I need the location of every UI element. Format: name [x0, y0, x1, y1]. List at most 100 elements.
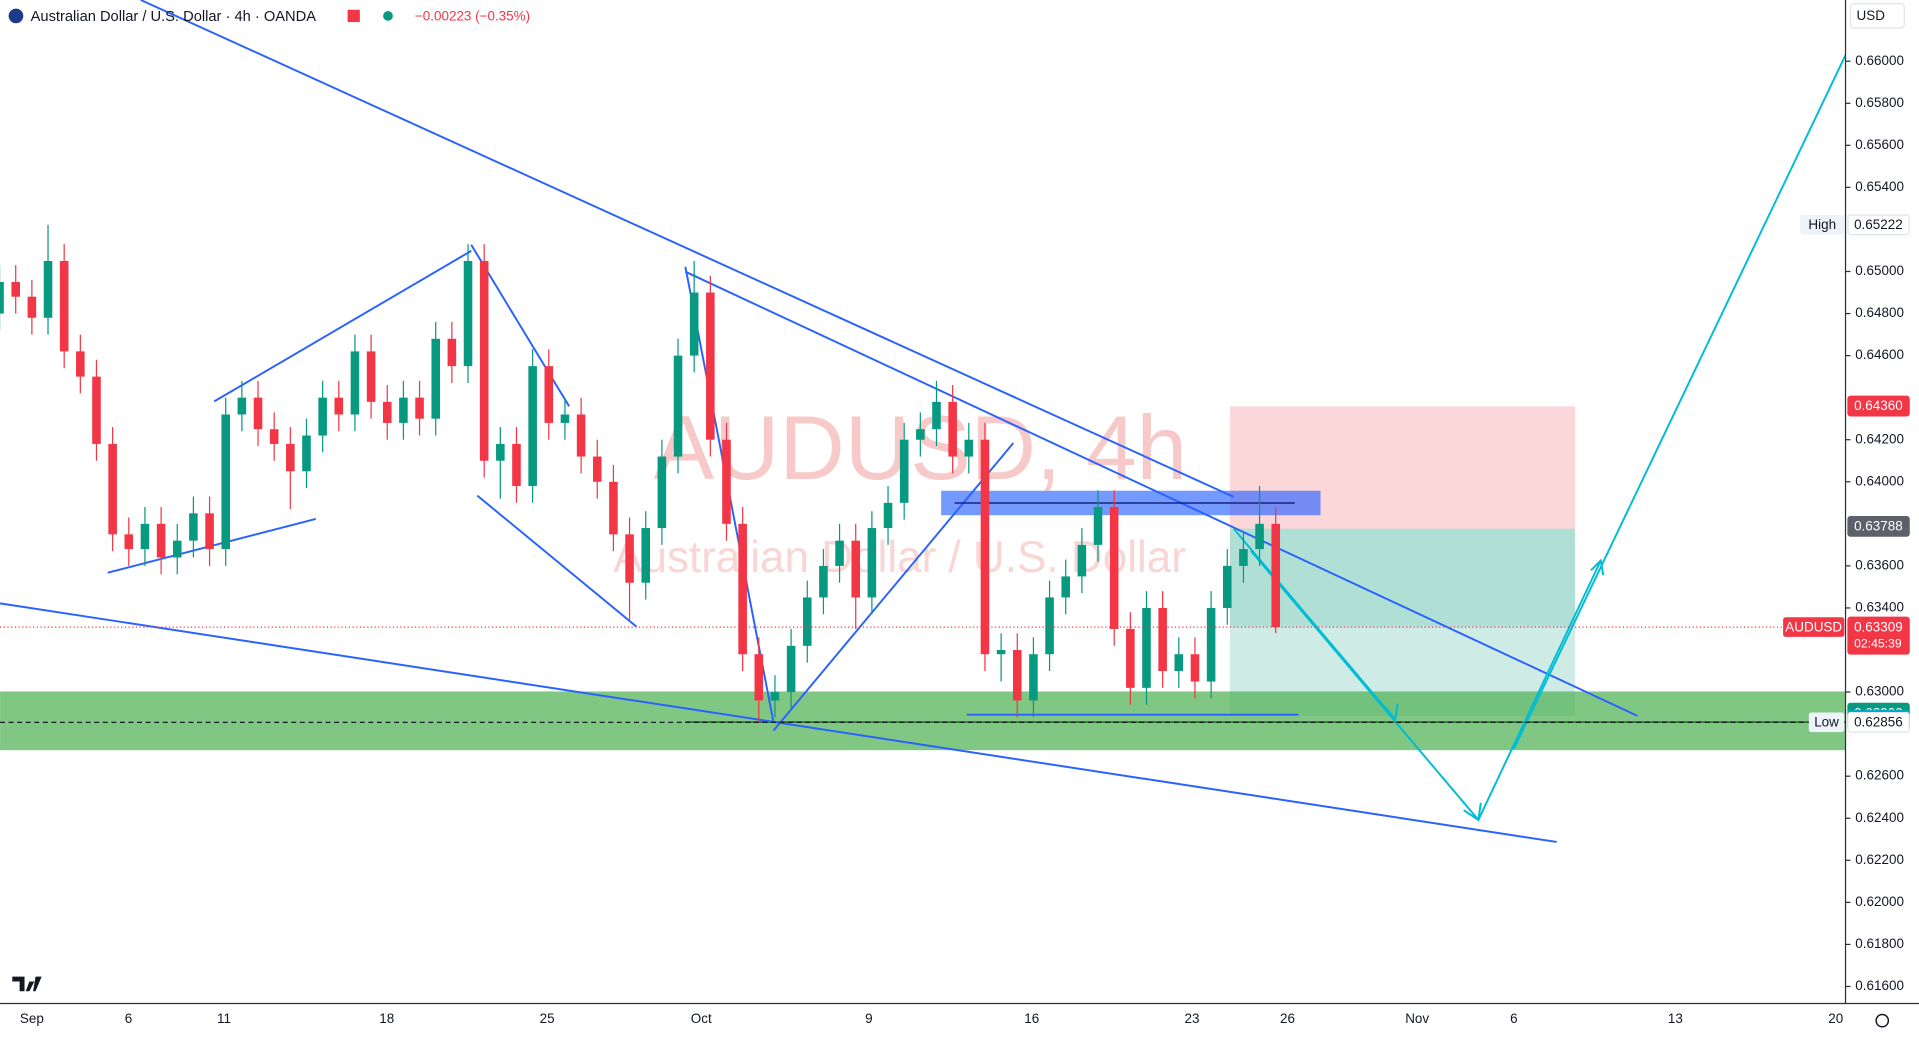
- x-tick-label: 16: [1024, 1011, 1039, 1026]
- candle-body: [851, 540, 861, 598]
- price-tag: [1783, 617, 1845, 637]
- candle-body: [1206, 607, 1216, 682]
- candle-body: [609, 481, 618, 535]
- candle-body: [706, 292, 715, 440]
- candle-body: [156, 523, 166, 558]
- candle-body: [1174, 654, 1184, 672]
- candle-body: [1061, 576, 1071, 598]
- price-badge-label: 0.62856: [1854, 715, 1903, 730]
- price-badge-label: 0.63788: [1854, 519, 1903, 534]
- candle-body: [689, 292, 699, 356]
- candle-body: [560, 414, 570, 423]
- candle-body: [883, 502, 893, 529]
- y-tick-label: 0.64200: [1855, 431, 1904, 446]
- candle-body: [1222, 565, 1232, 608]
- settings-button[interactable]: [1875, 1013, 1890, 1028]
- arrow-head: [1463, 802, 1482, 822]
- x-tick-label: 20: [1828, 1011, 1843, 1026]
- target-zone: [1229, 528, 1576, 716]
- candle-body: [59, 260, 69, 352]
- y-tick-label: 0.64800: [1855, 305, 1904, 320]
- y-tick-label: 0.64600: [1855, 347, 1904, 362]
- price-badge: [1847, 515, 1910, 537]
- price-badge: [1847, 616, 1910, 655]
- time-axis-labels: Sep 6 11 18 25 Oct 9 16 23 26 Nov 6 13 20: [20, 1011, 1843, 1026]
- candle-body: [1271, 523, 1281, 628]
- trend-line: [213, 250, 472, 403]
- x-tick-label: 18: [379, 1011, 394, 1026]
- candle-body: [835, 540, 844, 566]
- price-tag: [1808, 712, 1845, 733]
- candle-body: [1093, 507, 1103, 545]
- currency-button[interactable]: [1849, 3, 1905, 29]
- y-tick-label: 0.62400: [1855, 810, 1904, 825]
- candle-body: [625, 534, 634, 583]
- candle-body: [0, 282, 4, 314]
- candle-body: [916, 429, 925, 440]
- y-tick-label: 0.66000: [1855, 53, 1904, 68]
- x-tick-label: Oct: [691, 1011, 712, 1026]
- candle-body: [350, 351, 360, 415]
- y-tick-label: 0.63400: [1855, 600, 1904, 615]
- countdown: 02:45:39: [1854, 636, 1902, 650]
- candle-body: [980, 439, 990, 655]
- candle-body: [1142, 607, 1151, 688]
- candle-body: [76, 351, 85, 377]
- candle-body: [269, 429, 279, 444]
- candle-body: [479, 260, 489, 461]
- price-tag-label: AUDUSD: [1785, 619, 1842, 634]
- y-tick-label: 0.65000: [1855, 263, 1904, 278]
- candle-body: [205, 513, 214, 550]
- y-tick-label: 0.61800: [1855, 936, 1904, 951]
- candle-body: [899, 439, 909, 503]
- candle-body: [1109, 507, 1119, 629]
- price-badge: [1847, 214, 1910, 236]
- candle-body: [415, 397, 424, 419]
- candle-body: [496, 443, 505, 461]
- candle-body: [576, 414, 586, 457]
- price-tag: [1800, 215, 1845, 235]
- candle-body: [528, 366, 537, 486]
- support-zone: [0, 691, 1846, 751]
- candle-body: [948, 401, 957, 457]
- candles: [0, 224, 1281, 723]
- y-tick-label: 0.64000: [1855, 473, 1904, 488]
- candle-body: [1190, 654, 1200, 682]
- candle-body: [673, 355, 683, 457]
- price-badge: [1847, 395, 1910, 417]
- candle-body: [221, 414, 230, 550]
- x-tick-label: 6: [1510, 1011, 1517, 1026]
- candle-body: [334, 397, 344, 415]
- x-tick-label: Sep: [20, 1011, 44, 1026]
- drawings: [0, 0, 1847, 843]
- candle-body: [932, 401, 941, 430]
- candle-body: [1158, 607, 1167, 672]
- watermark-subtitle: Australian Dollar / U.S. Dollar: [613, 533, 1186, 582]
- candle-body: [253, 397, 263, 430]
- price-badge: [1847, 711, 1910, 733]
- y-tick-label: 0.65800: [1855, 95, 1904, 110]
- trend-line: [476, 494, 638, 628]
- flag-button[interactable]: [347, 9, 360, 23]
- candle-body: [1029, 654, 1038, 701]
- price-badges: 0.65222 High 0.64360 0.63788 0.63309 02:45:39…: [1783, 214, 1910, 733]
- projection-arrow: [1232, 528, 1396, 721]
- x-tick-label: 13: [1668, 1011, 1683, 1026]
- trend-line: [140, 0, 1235, 498]
- candle-body: [1077, 544, 1087, 577]
- candle-body: [544, 366, 554, 423]
- candle-body: [754, 654, 764, 701]
- candle-body: [592, 456, 602, 482]
- status-dot: [383, 11, 393, 21]
- candle-body: [964, 439, 974, 457]
- x-tick-label: 26: [1280, 1011, 1295, 1026]
- candle-body: [722, 439, 731, 524]
- candle-body: [463, 260, 473, 367]
- y-tick-label: 0.65600: [1855, 137, 1904, 152]
- candle-body: [172, 540, 182, 558]
- price-tag-label: Low: [1814, 715, 1839, 730]
- candle-body: [11, 282, 20, 297]
- candle-body: [1239, 549, 1248, 566]
